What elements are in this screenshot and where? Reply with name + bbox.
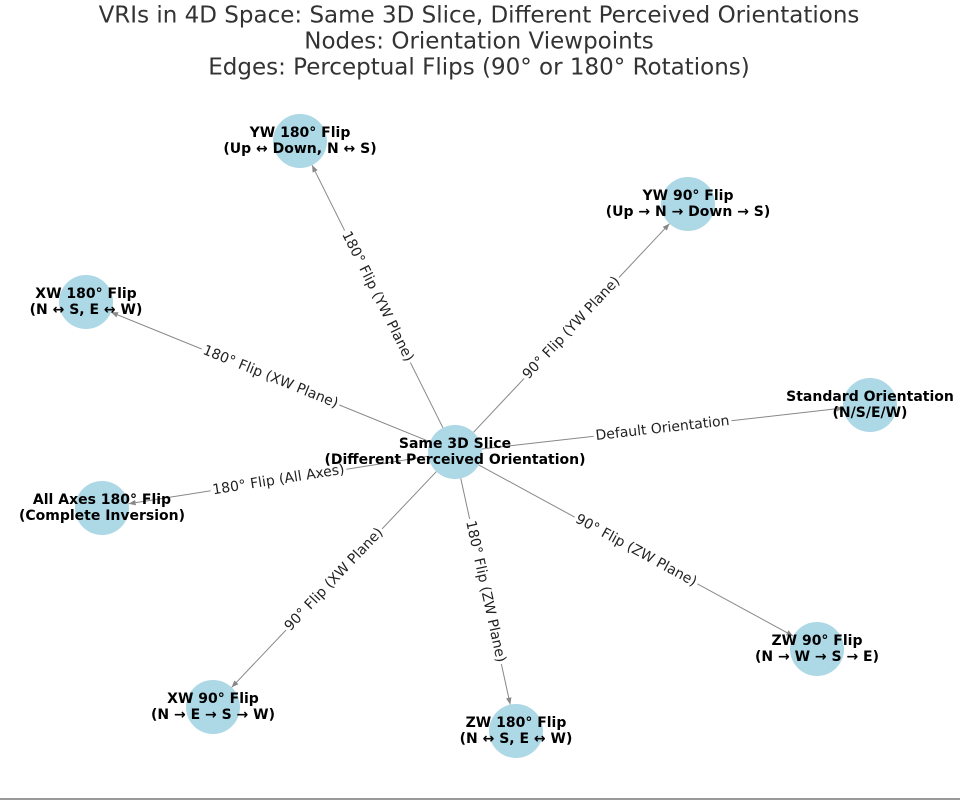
node (661, 177, 715, 231)
node-label: (N ↔ S, E ↔ W) (460, 731, 573, 747)
node-label: XW 180° Flip (35, 286, 136, 302)
node-label: Same 3D Slice (399, 436, 511, 452)
node (790, 622, 844, 676)
edge-label-group: Default Orientation (592, 411, 733, 446)
labels: Same 3D Slice(Different Perceived Orient… (19, 125, 954, 747)
node-label: (N → W → S → E) (755, 649, 879, 665)
node-label: All Axes 180° Flip (33, 492, 171, 508)
edge-label-bg (592, 411, 733, 446)
node-label: ZW 90° Flip (771, 633, 862, 649)
edge-label: 180° Flip (ZW Plane) (462, 519, 509, 664)
node-label: (Different Perceived Orientation) (324, 452, 585, 468)
edge-label: 90° Flip (YW Plane) (520, 273, 624, 382)
edge-label-group: 180° Flip (ZW Plane) (460, 517, 511, 666)
edge-label-bg (198, 340, 343, 414)
node-label: YW 90° Flip (642, 188, 734, 204)
edge-label-group: 90° Flip (YW Plane) (517, 271, 626, 385)
edge-label-bg (209, 460, 348, 500)
node (843, 378, 897, 432)
node-label: (Up → N → Down → S) (606, 204, 771, 220)
edge-label-bg (279, 522, 389, 637)
node-label: (N ↔ S, E ↔ W) (30, 302, 143, 318)
node (59, 275, 113, 329)
node-label: (Up ↔ Down, N ↔ S) (223, 141, 376, 157)
edge-label: Default Orientation (595, 413, 731, 444)
title-line: Edges: Perceptual Flips (90° or 180° Rot… (208, 55, 750, 81)
edges: Default Orientation 90° Flip (YW Plane) 18… (110, 164, 844, 705)
node (428, 425, 482, 479)
edge-label-group: 180° Flip (YW Plane) (336, 226, 419, 367)
edge-label-bg (517, 271, 626, 385)
node-label: (N/S/E/W) (833, 405, 908, 421)
edge-label: 180° Flip (XW Plane) (201, 342, 341, 411)
title-line: Nodes: Orientation Viewpoints (304, 29, 653, 55)
node-label: YW 180° Flip (249, 125, 351, 141)
edge-label-bg (336, 226, 419, 367)
node-label: Standard Orientation (786, 389, 954, 405)
edge-label: 90° Flip (XW Plane) (282, 525, 387, 634)
node-label: ZW 180° Flip (466, 715, 567, 731)
edge-label-group: 90° Flip (ZW Plane) (570, 509, 702, 592)
node (273, 114, 327, 168)
edge-label-group: 180° Flip (XW Plane) (198, 340, 343, 414)
edge-label-group: 90° Flip (XW Plane) (279, 522, 389, 637)
edge-label-bg (570, 509, 702, 592)
edge-label-bg (460, 517, 511, 666)
node (489, 704, 543, 758)
node (75, 481, 129, 535)
edge-label: 90° Flip (ZW Plane) (573, 511, 700, 590)
node-label: (Complete Inversion) (19, 508, 185, 524)
node-label: (N → E → S → W) (151, 707, 275, 723)
title-line: VRIs in 4D Space: Same 3D Slice, Differe… (99, 3, 860, 29)
node-label: XW 90° Flip (167, 691, 259, 707)
nodes (59, 114, 897, 758)
node (186, 680, 240, 734)
edge-label: 180° Flip (YW Plane) (338, 229, 416, 365)
